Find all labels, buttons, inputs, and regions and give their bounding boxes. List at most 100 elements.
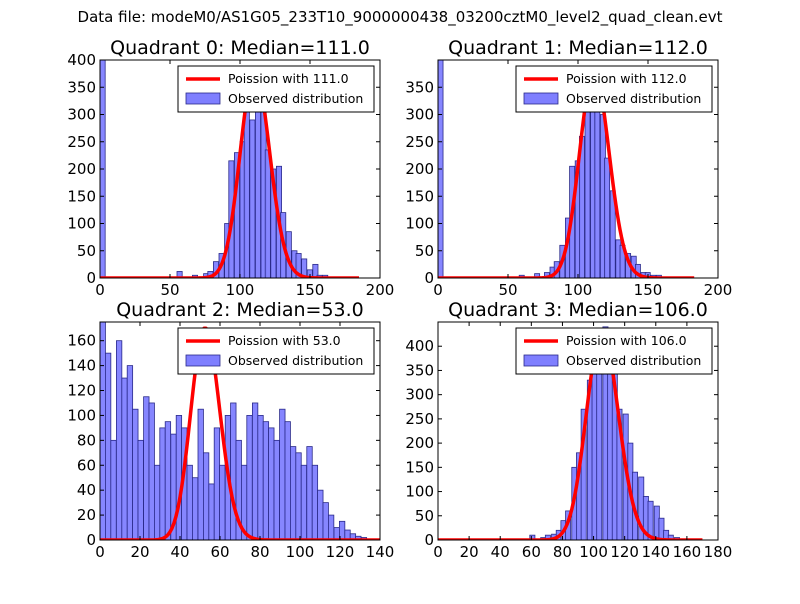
histogram-bar — [311, 464, 319, 540]
legend-label-observed: Observed distribution — [228, 353, 363, 368]
y-tick-label: 50 — [415, 507, 434, 525]
histogram-bar — [219, 464, 226, 540]
histogram-bar — [268, 427, 275, 540]
y-tick-label: 160 — [67, 332, 96, 350]
quadrant-0-plot: 0 50 100 150 200 0 50 100 150 200 250 300 350 400 Quad… — [67, 37, 394, 299]
histogram-bar — [121, 377, 128, 540]
poisson-curve — [438, 329, 703, 540]
histogram-bar — [647, 500, 654, 540]
x-tick-label: 140 — [641, 543, 670, 561]
histogram-bar — [312, 263, 319, 278]
y-tick-label: 100 — [405, 483, 434, 501]
subplot-title: Quadrant 0: Median=111.0 — [110, 37, 370, 59]
histogram-bar — [153, 464, 161, 540]
x-tick-label: 0 — [433, 543, 443, 561]
y-tick-label: 120 — [67, 382, 96, 400]
x-tick-label: 40 — [491, 543, 510, 561]
histogram-bar — [137, 439, 144, 540]
histogram-bar — [208, 483, 215, 540]
histogram-bar — [317, 489, 324, 540]
histogram-bar — [230, 402, 237, 540]
x-tick-label: 100 — [226, 281, 255, 299]
x-tick-label: 100 — [579, 543, 608, 561]
y-tick-label: 350 — [405, 361, 434, 379]
x-tick-label: 50 — [160, 281, 179, 299]
histogram-bar — [289, 446, 297, 540]
histogram-bar — [148, 402, 155, 540]
histogram-bar — [262, 421, 270, 540]
legend: Poission with 112.0 Observed distribution — [515, 65, 713, 113]
y-tick-label: 100 — [67, 215, 96, 233]
legend: Poission with 53.0 Observed distribution — [177, 327, 375, 375]
x-tick-label: 150 — [296, 281, 325, 299]
subplot-title: Quadrant 1: Median=112.0 — [448, 37, 708, 59]
histogram-bar — [164, 421, 172, 540]
histogram-bar — [273, 439, 280, 540]
figure-title: Data file: modeM0/AS1G05_233T10_90000004… — [77, 8, 723, 26]
quadrant-1-plot: 0 50 100 150 200 0 50 100 150 200 250 300 350 Quadran… — [405, 37, 732, 299]
x-tick-label: 60 — [210, 543, 229, 561]
legend-label-observed: Observed distribution — [228, 91, 363, 106]
y-tick-label: 400 — [67, 51, 96, 69]
y-tick-label: 80 — [77, 431, 96, 449]
x-tick-label: 50 — [498, 281, 517, 299]
histogram-bar — [254, 92, 261, 278]
histogram-bar — [126, 365, 134, 540]
histogram-bar — [257, 415, 264, 540]
y-tick-label: 250 — [67, 133, 96, 151]
x-tick-label: 60 — [522, 543, 541, 561]
histogram-bar — [333, 527, 340, 540]
y-tick-label: 100 — [67, 406, 96, 424]
x-tick-label: 200 — [366, 281, 395, 299]
histogram-bar — [580, 408, 587, 540]
histogram-bar — [159, 427, 166, 540]
histogram-bar — [534, 273, 541, 278]
histogram-bar — [295, 452, 302, 540]
legend-label-observed: Observed distribution — [566, 91, 701, 106]
histogram-bar — [544, 534, 551, 540]
legend-bar-swatch — [185, 92, 221, 105]
y-tick-label: 300 — [67, 106, 96, 124]
y-tick-label: 300 — [405, 106, 434, 124]
legend-bar-swatch — [523, 92, 559, 105]
histogram-bar — [105, 352, 112, 540]
histogram-bar — [175, 415, 183, 540]
histogram-bar — [594, 103, 601, 278]
y-tick-label: 60 — [77, 456, 96, 474]
legend: Poission with 106.0 Observed distribution — [515, 327, 713, 375]
x-tick-label: 100 — [286, 543, 315, 561]
histogram-bar — [251, 402, 259, 540]
histogram-bar — [191, 477, 199, 540]
histogram-bar — [658, 517, 665, 540]
x-tick-label: 200 — [704, 281, 733, 299]
x-tick-label: 100 — [564, 281, 593, 299]
x-tick-label: 120 — [326, 543, 355, 561]
histogram-bar — [529, 534, 536, 540]
quadrant-3-plot: 0 20 40 60 80 100 120 140 160 1800501001502002503… — [405, 299, 732, 561]
histogram-bar — [143, 396, 150, 540]
histogram-bar — [116, 340, 123, 540]
y-tick-label: 300 — [405, 386, 434, 404]
histogram-bar — [295, 253, 302, 278]
y-tick-label: 350 — [405, 78, 434, 96]
y-tick-label: 0 — [86, 269, 96, 287]
y-tick-label: 200 — [405, 434, 434, 452]
histogram-bar — [306, 446, 313, 540]
y-tick-label: 0 — [424, 531, 434, 549]
x-tick-label: 40 — [170, 543, 189, 561]
x-tick-label: 20 — [130, 543, 149, 561]
quadrant-2-plot: 0 20 40 60 80 100 120 140 0 20 40 60 80 100 120 140 160 Q… — [67, 299, 394, 561]
histogram-bar — [604, 157, 611, 278]
y-tick-label: 150 — [405, 187, 434, 205]
legend-label-poisson: Poission with 53.0 — [228, 333, 341, 348]
histogram-bar — [300, 464, 308, 540]
y-tick-label: 200 — [405, 160, 434, 178]
histogram-bar — [284, 421, 291, 540]
x-tick-label: 80 — [250, 543, 269, 561]
subplot-title: Quadrant 2: Median=53.0 — [116, 299, 364, 321]
x-tick-label: 150 — [634, 281, 663, 299]
x-tick-label: 180 — [704, 543, 733, 561]
legend-bar-swatch — [523, 354, 559, 367]
